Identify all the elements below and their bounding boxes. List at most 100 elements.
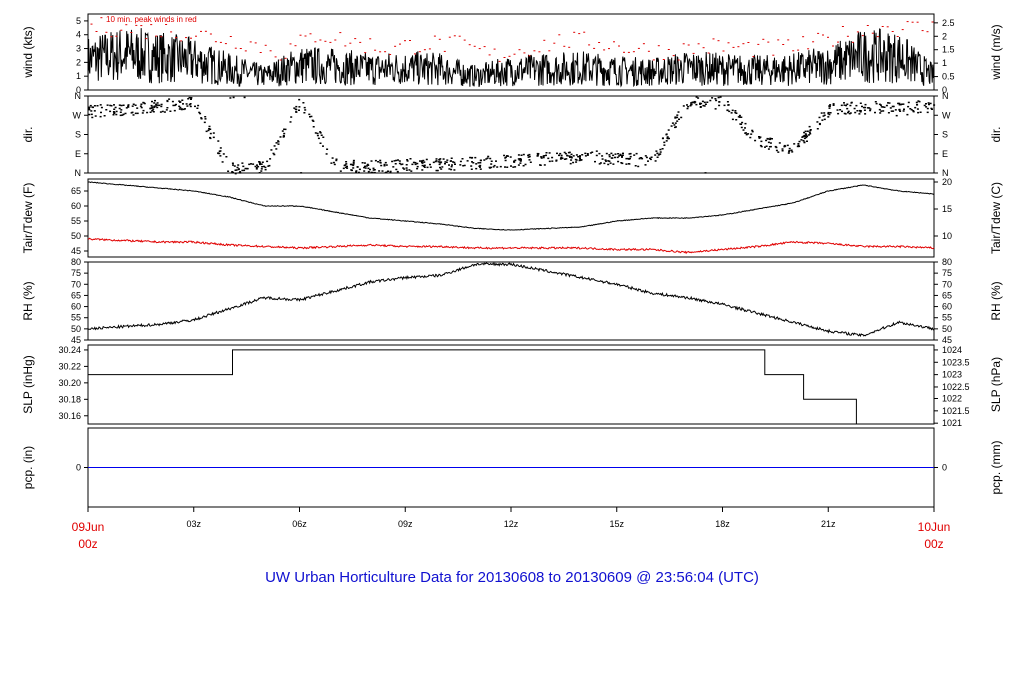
wind-dir-point [459,160,462,163]
wind-dir-point [260,163,263,165]
wind-peak-point [414,53,416,55]
wind-dir-point [435,158,438,160]
wind-dir-point [479,166,481,168]
dir-tick-label-right: N [942,168,949,178]
direction-ylabel-right: dir. [989,126,1003,142]
wind-dir-point [402,167,405,169]
wind-dir-point [273,145,276,147]
wind-dir-point [367,170,370,173]
wind-dir-point [181,99,184,101]
wind-dir-point [437,161,440,163]
wind-dir-point [804,130,807,133]
wind-dir-point [570,157,573,159]
wind-dir-point [605,160,607,162]
wind-dir-point [134,112,137,115]
wind-dir-point [316,134,319,137]
wind-dir-point [882,106,885,108]
wind-dir-point [411,163,414,166]
wind-dir-point [239,172,242,174]
wind-peak-point [707,52,710,54]
wind-dir-point [806,135,809,137]
wind-dir-point [88,106,91,108]
temperature-tick-label-left: 45 [71,246,81,256]
wind-dir-point [689,105,692,107]
wind-dir-point [387,170,389,172]
wind-peak-point [498,60,501,62]
wind-peak-point [289,43,292,45]
wind-dir-point [125,107,128,109]
wind-dir-point [807,134,810,136]
wind-dir-point [139,105,142,107]
wind-dir-point [345,163,348,165]
wind-dir-point [788,150,791,153]
humidity-tick-label-left: 55 [71,313,81,323]
wind-dir-point [816,128,819,130]
wind-dir-point [178,100,181,102]
wind-dir-point [186,105,189,107]
wind-dir-point [917,100,920,102]
wind-peak-point [891,31,894,32]
wind-dir-point [828,113,831,116]
wind-dir-point [892,105,895,108]
wind-dir-point [308,113,311,116]
wind-dir-point [165,109,168,111]
wind-dir-point [892,110,895,112]
wind-dir-point [372,169,375,171]
wind-dir-point [849,104,852,107]
wind-dir-point [804,133,807,135]
wind-dir-point [650,156,653,158]
wind-dir-point [244,167,247,170]
wind-peak-point [732,46,735,48]
wind-dir-point [452,161,454,163]
wind-tick-label-left: 5 [76,16,81,26]
wind-dir-point [666,136,669,138]
wind-dir-point [897,102,900,105]
wind-dir-point [153,102,156,104]
wind-dir-point [564,152,567,155]
wind-dir-point [182,103,184,105]
wind-dir-point [200,117,203,119]
wind-dir-point [365,165,368,167]
wind-dir-point [561,157,564,160]
wind-dir-point [100,106,103,109]
wind-dir-point [579,155,581,157]
wind-dir-point [677,111,680,113]
wind-dir-point [470,165,473,167]
wind-dir-point [445,161,448,163]
wind-dir-point [131,111,134,114]
wind-dir-point [377,161,380,163]
wind-dir-point [363,166,366,169]
wind-dir-point [778,142,781,144]
wind-dir-point [91,106,94,108]
wind-dir-point [120,109,123,111]
temperature-tick-label-right: 20 [942,177,952,187]
wind-dir-point [598,163,601,165]
wind-peak-point [603,49,606,51]
wind-dir-point [266,160,269,163]
wind-dir-point [837,112,840,115]
wind-dir-point [479,159,482,161]
wind-peak-point [219,41,222,43]
wind-dir-point [880,106,883,108]
wind-dir-point [346,165,348,168]
wind-peak-point [165,24,168,25]
wind-peak-point [488,54,491,56]
x-tick-label: 15z [609,519,624,529]
wind-peak-point [110,36,113,38]
wind-dir-point [621,156,623,158]
wind-dir-point [611,157,614,159]
wind-peak-point [737,46,740,48]
wind-dir-point [113,104,115,106]
wind-dir-point [429,166,432,168]
wind-dir-point [189,103,192,105]
wind-dir-point [343,164,346,167]
wind-dir-point [898,108,901,111]
wind-dir-point [663,144,666,146]
wind-peak-point [453,35,456,37]
wind-peak-point [787,39,790,41]
wind-dir-point [493,164,496,167]
wind-peak-point [632,51,635,53]
wind-dir-point [625,157,628,160]
wind-peak-point [871,32,874,34]
wind-dir-point [94,115,97,117]
